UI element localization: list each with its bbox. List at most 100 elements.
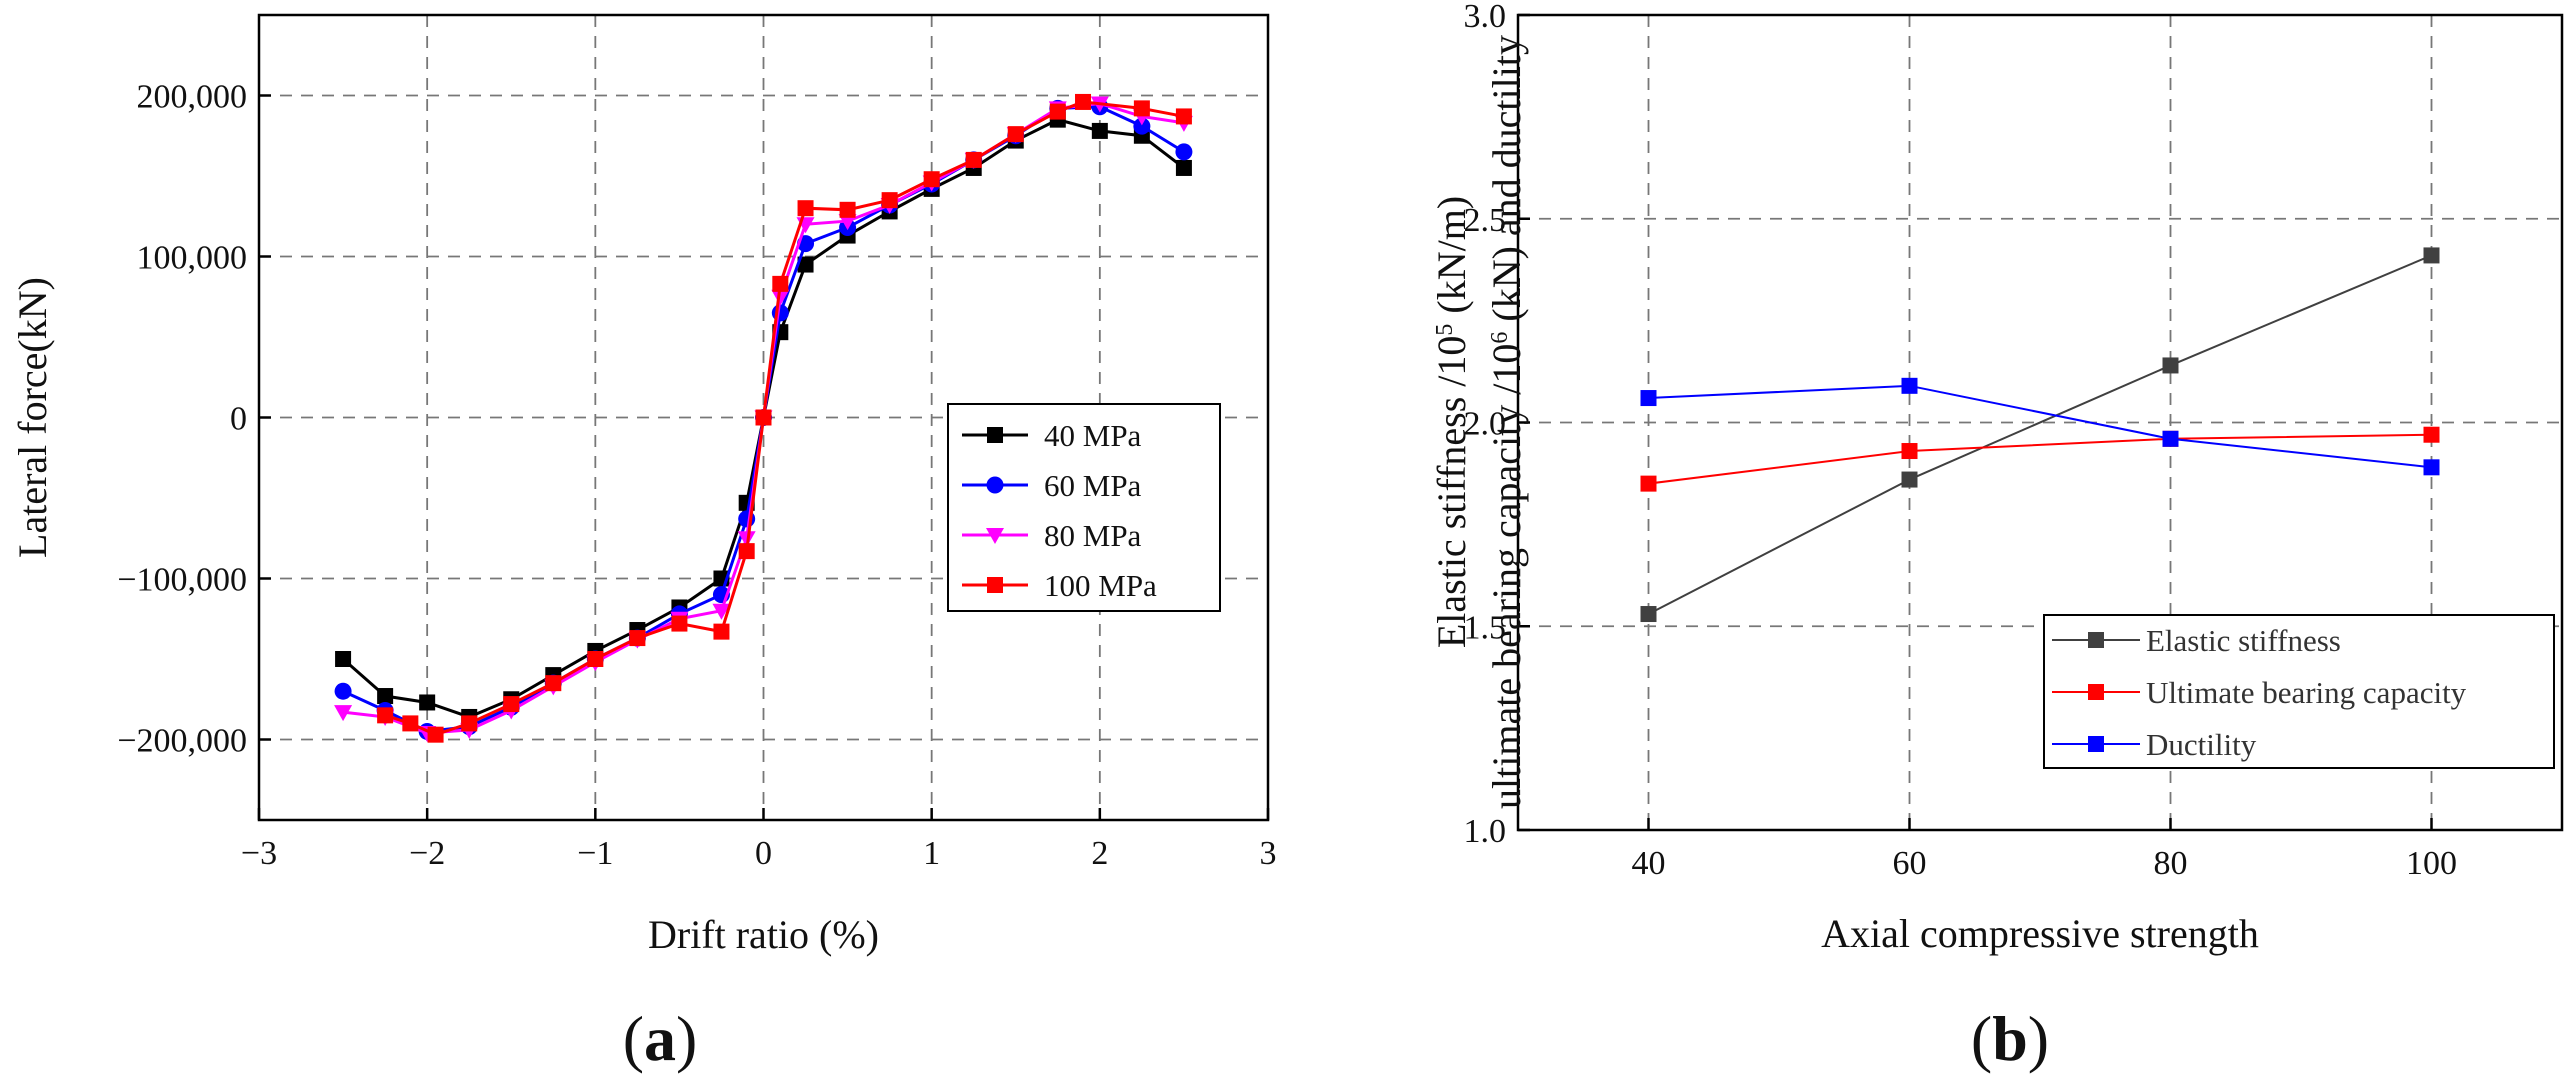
chart-a-point (427, 726, 444, 743)
chart-a-point (797, 200, 814, 217)
panel-b-letter: b (1992, 1003, 2028, 1074)
chart-a-y-tick-label: −200,000 (117, 723, 247, 760)
chart-b-point (2423, 459, 2440, 476)
chart-a-point (335, 651, 352, 667)
chart-b-ylabel1-unit: (kN/m) (1429, 196, 1474, 324)
chart-a-point (377, 707, 394, 724)
chart-b-legend-label: Ultimate bearing capacity (2146, 675, 2467, 710)
chart-a-point (1175, 143, 1193, 161)
chart-a-point (965, 151, 982, 168)
chart-b-point (2162, 430, 2179, 447)
chart-a-legend-marker (987, 427, 1003, 443)
panel-a-letter: a (644, 1003, 676, 1074)
chart-b-point (1640, 475, 1657, 492)
chart-a-point (334, 682, 352, 700)
chart-b-series-line-3 (1648, 384, 2432, 469)
chart-b-legend-marker (2088, 684, 2104, 700)
chart-a-point (587, 651, 604, 667)
chart-a-point (671, 615, 688, 632)
chart-a-legend-marker (986, 528, 1004, 544)
chart-a-legend-label: 100 MPa (1044, 568, 1157, 603)
chart-a-y-tick-label: −100,000 (117, 562, 247, 599)
panel-label-b: (b) (1971, 1003, 2049, 1074)
chart-a-legend-label: 80 MPa (1044, 518, 1142, 553)
chart-a-x-axis-label: Drift ratio (%) (648, 912, 879, 957)
chart-a-y-tick-label: 100,000 (137, 240, 248, 277)
chart-b-point (1901, 377, 1918, 394)
chart-a-point (797, 256, 814, 273)
chart-a-point (1075, 93, 1092, 110)
chart-a-x-tick-label: 1 (923, 835, 940, 872)
chart-a-point (1007, 126, 1024, 143)
panel-b-open-paren: ( (1971, 1003, 1992, 1074)
chart-b-legend-label: Elastic stiffness (2146, 623, 2341, 658)
chart-b-x-axis-label: Axial compressive strength (1821, 911, 2259, 956)
chart-b-legend-marker (2088, 632, 2104, 648)
chart-a-point (1133, 100, 1150, 117)
panel-a-open-paren: ( (623, 1003, 644, 1074)
chart-b-series-line-1 (1648, 254, 2432, 615)
chart-a-point (1133, 117, 1151, 135)
panel-b-close-paren: ) (2028, 1003, 2049, 1074)
chart-b-y-tick-label: 1.5 (1464, 609, 1507, 646)
chart-b-point (1640, 390, 1657, 407)
chart-b-ylabel2-text: ultimate bearing capacity /10 (1484, 344, 1529, 809)
chart-a-y-tick-label: 200,000 (137, 79, 248, 116)
panel-label-a: (a) (623, 1003, 698, 1074)
chart-a-point (923, 171, 940, 188)
chart-b-point (1901, 443, 1918, 460)
chart-a-point (1091, 122, 1108, 139)
chart-a-x-tick-label: −2 (409, 835, 445, 872)
chart-b-y-tick-label: 3.0 (1464, 0, 1507, 35)
chart-a-x-tick-label: −3 (241, 835, 277, 872)
chart-b-ticks: 40 60 80 100 1.0 1.5 2.0 2.5 3.0 (1464, 0, 2458, 882)
chart-a-point (377, 688, 394, 705)
chart-a-x-tick-label: 2 (1091, 835, 1108, 872)
chart-b-point (1901, 471, 1918, 488)
chart-a-legend-label: 60 MPa (1044, 468, 1142, 503)
chart-a-point (334, 705, 353, 722)
chart-a-legend-label: 40 MPa (1044, 418, 1142, 453)
chart-a-x-tick-label: 3 (1260, 835, 1277, 872)
chart-a: −3 −2 −1 0 1 2 3 200,000 100,000 0 −100,000 −200,00… (10, 13, 1277, 1074)
chart-a-legend: 40 MPa 60 MPa 80 MPa 100 MPa (947, 403, 1221, 612)
chart-a-point (419, 694, 436, 711)
chart-b-point (2423, 426, 2440, 443)
chart-b-series-line-2 (1648, 433, 2432, 485)
chart-b-legend-marker (2088, 736, 2104, 752)
chart-b-x-tick-label: 80 (2154, 845, 2188, 882)
chart-a-point (839, 201, 856, 218)
chart-a-point (713, 623, 730, 640)
chart-b-x-tick-label: 40 (1632, 845, 1666, 882)
chart-b-ylabel1-text: Elastic stiffness /10 (1429, 336, 1474, 649)
chart-a-point (738, 543, 755, 560)
chart-a-point (755, 409, 772, 426)
chart-a-point (402, 715, 419, 732)
chart-b-legend: Elastic stiffness Ultimate bearing capaci… (2043, 614, 2555, 769)
chart-b-x-tick-label: 100 (2406, 845, 2457, 882)
chart-b-series (1640, 247, 2440, 623)
chart-b-x-tick-label: 60 (1893, 845, 1927, 882)
chart-b-y-axis-label-line2: ultimate bearing capacity /106 (kN) and … (1484, 35, 1529, 809)
chart-b-legend-label: Ductility (2146, 727, 2257, 762)
chart-a-point (771, 289, 790, 306)
chart-a-legend-marker (987, 577, 1003, 593)
chart-a-point (629, 630, 646, 647)
chart-a-point (1175, 108, 1192, 125)
chart-a-x-tick-label: −1 (577, 835, 613, 872)
chart-b-ylabel1-sup: 5 (1432, 324, 1458, 336)
chart-b-y-tick-label: 2.5 (1464, 202, 1507, 239)
chart-a-point (838, 214, 857, 231)
panel-a-close-paren: ) (676, 1003, 697, 1074)
chart-b-point (1640, 606, 1657, 623)
chart-a-legend-marker (986, 476, 1004, 494)
chart-a-point (772, 275, 789, 292)
chart-a-point (503, 696, 520, 713)
chart-a-ticks: −3 −2 −1 0 1 2 3 200,000 100,000 0 −100,000 −200,00… (117, 79, 1276, 873)
chart-a-point (712, 603, 731, 620)
chart-b-y-axis-label-line1: Elastic stiffness /105 (kN/m) (1429, 196, 1474, 648)
chart-a-point (1049, 103, 1066, 120)
chart-b-y-tick-label: 1.0 (1464, 813, 1507, 850)
chart-a-series (334, 93, 1193, 743)
